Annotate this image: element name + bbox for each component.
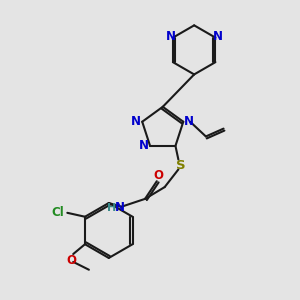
Text: H: H [107,203,116,213]
Text: N: N [166,30,176,43]
Text: N: N [139,140,149,152]
Text: N: N [212,30,222,43]
Text: O: O [154,169,164,182]
Text: N: N [184,115,194,128]
Text: N: N [115,201,124,214]
Text: Cl: Cl [51,206,64,219]
Text: S: S [176,159,185,172]
Text: O: O [66,254,76,267]
Text: N: N [131,115,141,128]
